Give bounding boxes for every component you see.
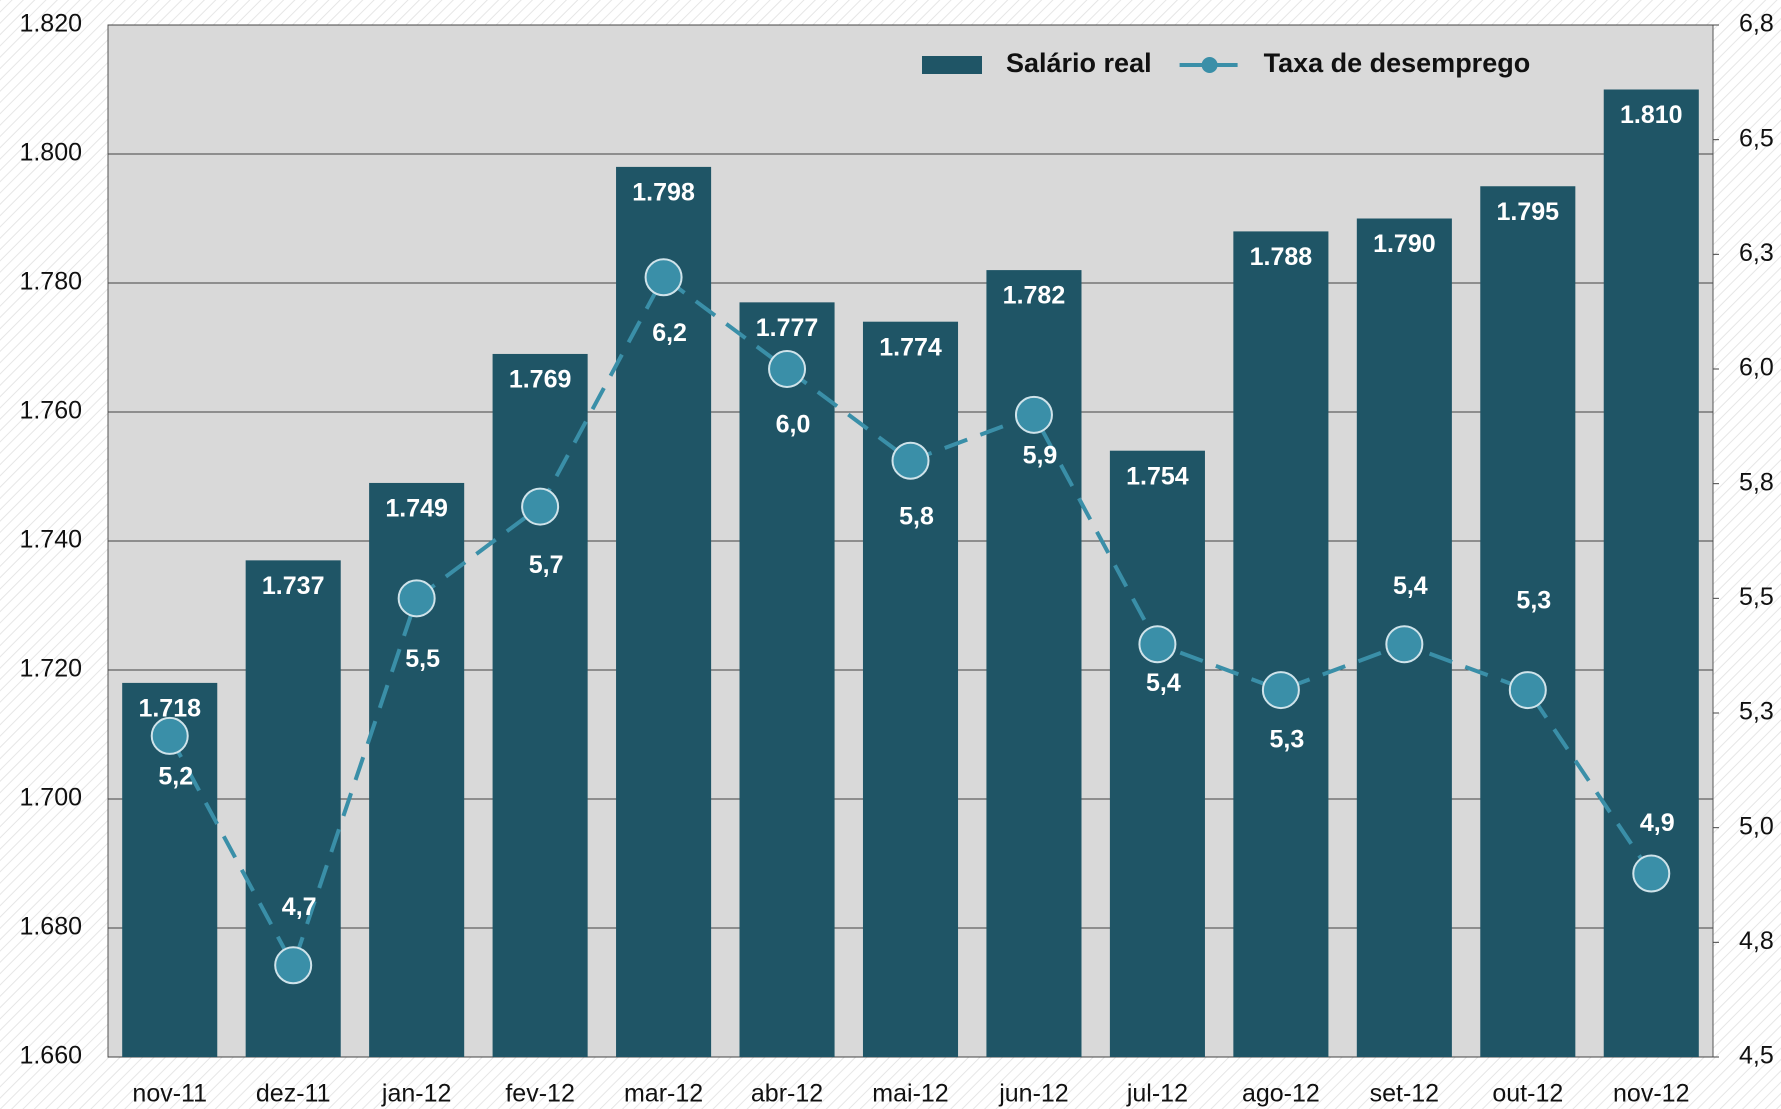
y-tick-label: 1.660 — [19, 1042, 82, 1070]
bar — [616, 166, 712, 1057]
line-marker — [1385, 625, 1424, 664]
bar-value-label: 1.788 — [1250, 243, 1313, 271]
line-marker — [150, 716, 189, 755]
line-marker — [397, 579, 436, 618]
line-value-label: 5,2 — [158, 763, 193, 791]
line-marker — [521, 487, 560, 526]
bar — [1109, 450, 1205, 1057]
bar-value-label: 1.798 — [632, 179, 695, 207]
line-marker — [644, 258, 683, 297]
line-value-label: 5,3 — [1516, 587, 1551, 615]
line-value-label: 5,9 — [1023, 441, 1058, 469]
bar — [1603, 89, 1699, 1057]
y-tick-label: 1.740 — [19, 526, 82, 554]
bar — [986, 270, 1082, 1058]
legend-swatch — [922, 56, 982, 74]
line-marker — [1632, 854, 1671, 893]
y2-tick-label: 6,5 — [1739, 124, 1774, 152]
line-value-label: 5,3 — [1270, 726, 1305, 754]
legend: Salário real Taxa de desemprego — [922, 48, 1530, 78]
line-marker — [768, 350, 807, 388]
x-tick-label: jun-12 — [998, 1080, 1069, 1108]
bar-value-label: 1.810 — [1620, 101, 1683, 129]
y2-tick-label: 6,0 — [1739, 354, 1774, 382]
x-tick-label: jul-12 — [1126, 1080, 1188, 1108]
y2-tick-label: 4,5 — [1739, 1042, 1774, 1070]
line-marker — [1508, 671, 1547, 710]
y-tick-label: 1.800 — [19, 139, 82, 167]
bar — [369, 482, 465, 1057]
bar — [739, 302, 835, 1058]
y2-tick-label: 5,3 — [1739, 698, 1774, 726]
bar-value-label: 1.737 — [262, 572, 325, 600]
bar-value-label: 1.769 — [509, 366, 572, 394]
line-marker — [274, 946, 313, 985]
line-value-label: 4,9 — [1640, 809, 1675, 837]
x-tick-label: fev-12 — [505, 1080, 574, 1108]
x-tick-label: mai-12 — [872, 1080, 948, 1108]
y-tick-label: 1.780 — [19, 268, 82, 296]
line-marker — [1261, 671, 1300, 710]
x-tick-label: dez-11 — [256, 1080, 331, 1108]
line-value-label: 5,4 — [1393, 572, 1428, 600]
x-tick-label: mar-12 — [624, 1080, 703, 1108]
y-tick-label: 1.680 — [19, 913, 82, 941]
bar — [1480, 186, 1576, 1057]
bar-value-label: 1.790 — [1373, 230, 1436, 258]
line-value-label: 6,2 — [652, 319, 687, 347]
bar-value-label: 1.749 — [385, 495, 448, 523]
legend-label: Salário real — [1006, 48, 1152, 78]
x-tick-label: out-12 — [1492, 1080, 1563, 1108]
line-marker — [1014, 395, 1053, 434]
y2-tick-label: 4,8 — [1739, 927, 1774, 955]
y-tick-label: 1.720 — [19, 655, 82, 683]
bar-value-label: 1.782 — [1003, 282, 1066, 310]
legend-label: Taxa de desemprego — [1264, 48, 1531, 78]
bar-value-label: 1.754 — [1126, 462, 1189, 490]
x-tick-label: nov-11 — [132, 1080, 207, 1108]
x-tick-label: ago-12 — [1242, 1080, 1320, 1108]
y2-tick-label: 6,3 — [1739, 239, 1774, 267]
x-tick-label: jan-12 — [381, 1080, 452, 1108]
bar — [492, 353, 588, 1057]
y2-tick-label: 5,5 — [1739, 583, 1774, 611]
y2-tick-label: 5,8 — [1739, 468, 1774, 496]
y-tick-label: 1.760 — [19, 397, 82, 425]
bar — [862, 321, 959, 1057]
legend-marker — [1201, 57, 1218, 73]
y2-tick-label: 5,0 — [1739, 812, 1774, 840]
bar-value-label: 1.774 — [879, 333, 942, 361]
line-marker — [1138, 625, 1177, 664]
line-value-label: 4,7 — [282, 893, 317, 921]
line-value-label: 5,4 — [1146, 669, 1181, 697]
bar-value-label: 1.777 — [756, 314, 819, 342]
x-tick-label: nov-12 — [1613, 1080, 1689, 1108]
y-tick-label: 1.700 — [19, 784, 82, 812]
line-value-label: 6,0 — [776, 411, 811, 439]
y-tick-label: 1.820 — [19, 10, 82, 38]
bar — [1233, 231, 1329, 1057]
line-marker — [891, 441, 930, 480]
line-value-label: 5,7 — [529, 551, 564, 579]
line-value-label: 5,8 — [899, 502, 934, 530]
line-value-label: 5,5 — [405, 645, 440, 673]
bar-value-label: 1.795 — [1497, 198, 1560, 226]
x-tick-label: set-12 — [1370, 1080, 1439, 1108]
y2-tick-label: 6,8 — [1739, 10, 1774, 38]
x-tick-label: abr-12 — [751, 1080, 823, 1108]
